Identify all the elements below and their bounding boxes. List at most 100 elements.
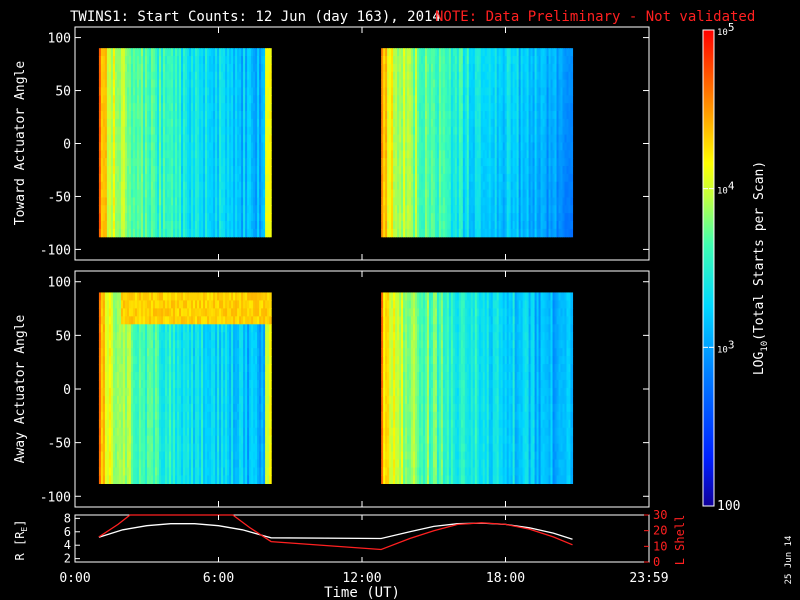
heatmap-cell	[215, 173, 218, 183]
heatmap-cell	[454, 87, 458, 96]
heatmap-cell	[120, 332, 124, 341]
heatmap-cell	[156, 63, 160, 73]
heatmap-cell	[251, 197, 254, 206]
heatmap-cell	[235, 166, 238, 175]
heatmap-cell	[108, 340, 112, 349]
heatmap-cell	[403, 134, 406, 144]
heatmap-cell	[560, 87, 564, 96]
heatmap-cell	[144, 173, 148, 183]
heatmap-cell	[199, 134, 202, 144]
heatmap-cell	[100, 316, 104, 325]
heatmap-cell	[156, 134, 160, 144]
heatmap-cell	[154, 71, 158, 81]
heatmap-cell	[185, 142, 188, 151]
heatmap-cell	[514, 71, 518, 81]
heatmap-cell	[476, 79, 480, 89]
heatmap-cell	[387, 158, 390, 167]
heatmap-cell	[112, 395, 116, 405]
heatmap-cell	[546, 181, 550, 191]
heatmap-cell	[126, 134, 130, 144]
heatmap-cell	[393, 197, 396, 206]
heatmap-cell	[446, 134, 450, 144]
heatmap-cell	[413, 220, 416, 230]
heatmap-cell	[426, 213, 430, 222]
heatmap-cell	[108, 134, 112, 144]
heatmap-cell	[148, 87, 152, 96]
heatmap-cell	[438, 63, 442, 73]
heatmap-cell	[116, 228, 120, 238]
heatmap-cell	[98, 71, 102, 81]
heatmap-cell	[426, 56, 430, 65]
heatmap-cell	[114, 340, 118, 349]
heatmap-cell	[468, 181, 472, 191]
heatmap-cell	[498, 126, 502, 136]
heatmap-cell	[506, 79, 510, 89]
heatmap-cell	[522, 150, 526, 159]
heatmap-cell	[534, 173, 538, 183]
heatmap-cell	[106, 395, 110, 405]
heatmap-cell	[490, 150, 494, 159]
heatmap-cell	[213, 228, 216, 238]
heatmap-cell	[227, 197, 230, 206]
heatmap-cell	[138, 387, 142, 397]
heatmap-cell	[130, 118, 134, 128]
heatmap-cell	[263, 63, 266, 73]
heatmap-cell	[162, 126, 166, 136]
heatmap-cell	[247, 158, 250, 167]
heatmap-cell	[550, 189, 554, 199]
heatmap-cell	[175, 126, 178, 136]
heatmap-cell	[126, 48, 130, 57]
heatmap-cell	[185, 63, 188, 73]
heatmap-cell	[486, 189, 490, 199]
heatmap-cell	[173, 79, 176, 89]
heatmap-cell	[122, 419, 126, 429]
heatmap-cell	[150, 79, 154, 89]
heatmap-cell	[415, 95, 418, 104]
heatmap-cell	[436, 142, 440, 151]
heatmap-cell	[98, 324, 102, 333]
heatmap-cell	[496, 63, 500, 73]
heatmap-cell	[518, 150, 522, 159]
heatmap-cell	[399, 48, 402, 57]
heatmap-cell	[454, 166, 458, 175]
heatmap-cell	[142, 126, 146, 136]
heatmap-cell	[154, 56, 158, 65]
heatmap-cell	[179, 150, 182, 159]
heatmap-cell	[470, 87, 474, 96]
heatmap-cell	[562, 173, 566, 183]
heatmap-cell	[124, 181, 128, 191]
heatmap-cell	[120, 118, 124, 128]
heatmap-cell	[211, 95, 214, 104]
heatmap-cell	[249, 48, 252, 57]
heatmap-cell	[544, 213, 548, 222]
heatmap-cell	[169, 111, 172, 120]
heatmap-cell	[454, 205, 458, 214]
heatmap-cell	[466, 220, 470, 230]
heatmap-cell	[130, 459, 134, 469]
heatmap-cell	[199, 103, 202, 112]
heatmap-cell	[546, 126, 550, 136]
heatmap-cell	[381, 189, 384, 199]
heatmap-cell	[164, 111, 168, 120]
heatmap-cell	[528, 118, 532, 128]
heatmap-cell	[239, 181, 242, 191]
heatmap-cell	[466, 213, 470, 222]
heatmap-cell	[554, 48, 558, 57]
heatmap-cell	[118, 197, 122, 206]
heatmap-cell	[383, 197, 386, 206]
heatmap-cell	[391, 48, 394, 57]
heatmap-cell	[217, 118, 220, 128]
heatmap-cell	[201, 189, 204, 199]
heatmap-cell	[444, 197, 448, 206]
heatmap-cell	[259, 48, 262, 57]
heatmap-cell	[500, 173, 504, 183]
heatmap-cell	[534, 95, 538, 104]
heatmap-cell	[556, 189, 560, 199]
heatmap-cell	[383, 95, 386, 104]
heatmap-cell	[215, 189, 218, 199]
heatmap-cell	[560, 220, 564, 230]
heatmap-cell	[142, 228, 146, 238]
heatmap-cell	[122, 411, 126, 421]
heatmap-cell	[100, 48, 104, 57]
heatmap-cell	[241, 173, 244, 183]
